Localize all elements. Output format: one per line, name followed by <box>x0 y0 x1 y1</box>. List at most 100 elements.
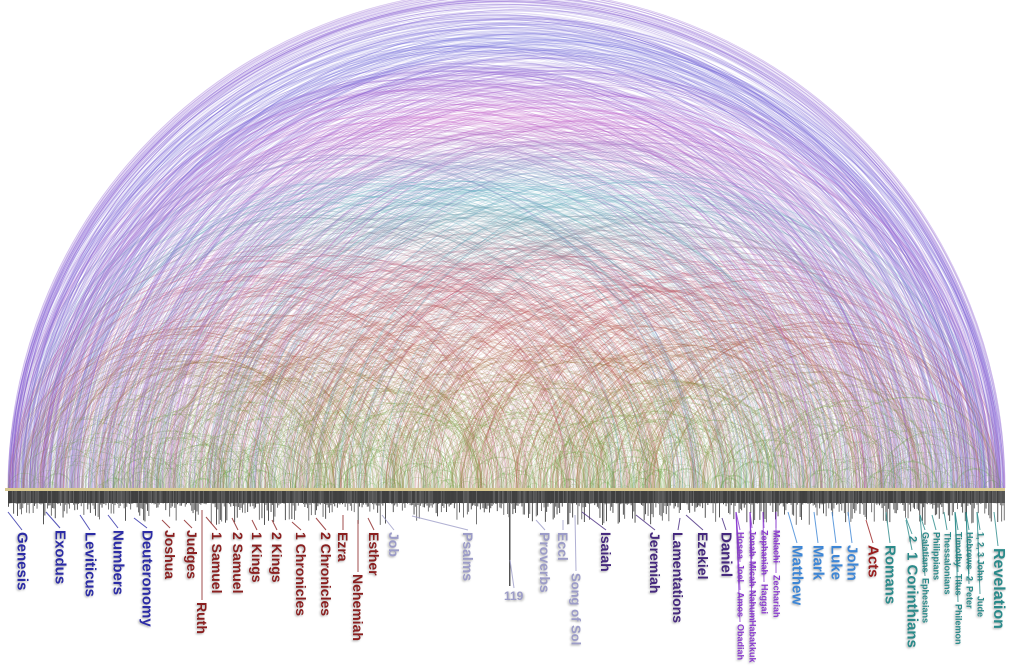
chapter-bar <box>391 491 393 505</box>
cross-reference-arc <box>61 61 915 489</box>
cross-reference-arc <box>768 483 778 489</box>
chapter-bar <box>95 491 96 516</box>
chapter-bar <box>658 491 659 504</box>
chapter-bar <box>802 491 804 505</box>
chapter-bar <box>604 491 606 505</box>
cross-reference-arc <box>102 355 368 489</box>
cross-reference-arc <box>373 242 866 489</box>
cross-reference-arc <box>386 234 894 489</box>
cross-reference-arc <box>142 95 942 489</box>
cross-reference-arc <box>94 78 926 489</box>
cross-reference-arc <box>809 454 877 489</box>
cross-reference-arc <box>522 420 663 489</box>
chapter-bar <box>673 491 675 509</box>
cross-reference-arc <box>39 411 198 489</box>
chapter-bar <box>349 491 351 506</box>
chapter-bar <box>323 491 325 504</box>
chapter-bar <box>277 491 278 508</box>
cross-reference-arc <box>528 264 976 489</box>
book-label-1-chronicles: 1 Chronicles <box>293 532 309 617</box>
cross-reference-arc <box>299 292 690 489</box>
cross-reference-arc <box>221 344 510 489</box>
chapter-bar <box>639 491 641 504</box>
cross-reference-arc <box>242 470 279 489</box>
cross-reference-arc <box>670 396 853 489</box>
chapter-bar <box>119 491 121 506</box>
chapter-bar <box>418 491 420 519</box>
cross-reference-arc <box>85 195 671 489</box>
cross-reference-arc <box>11 5 976 489</box>
cross-reference-arc <box>682 436 786 489</box>
leader-line <box>574 514 577 572</box>
chapter-bar <box>542 491 544 503</box>
cross-reference-arc <box>319 200 895 489</box>
chapter-bar <box>186 491 187 505</box>
cross-reference-arc <box>7 0 1006 489</box>
cross-reference-arc <box>126 216 681 489</box>
chapter-bar <box>565 491 567 503</box>
chapter-bar <box>44 491 46 516</box>
cross-reference-arc <box>480 434 592 489</box>
cross-reference-arc <box>143 67 997 489</box>
cross-reference-arc <box>752 483 763 489</box>
cross-reference-arc <box>172 313 521 489</box>
cross-reference-arc <box>107 163 756 489</box>
chapter-bar <box>378 491 380 506</box>
chapter-bar <box>78 491 80 504</box>
cross-reference-arc <box>696 379 914 489</box>
cross-reference-arc <box>88 170 735 489</box>
chapter-bar <box>559 491 561 513</box>
cross-reference-arc <box>400 265 855 489</box>
cross-reference-arc <box>600 462 652 489</box>
chapter-bar <box>503 491 505 515</box>
cross-reference-arc <box>330 477 351 489</box>
chapter-bar <box>946 491 948 504</box>
chapter-bar <box>45 491 47 503</box>
chapter-bar <box>41 491 43 504</box>
cross-reference-arc <box>240 222 782 489</box>
cross-reference-arc <box>294 453 367 489</box>
chapter-bar <box>570 491 572 504</box>
chapter-bar <box>131 491 133 504</box>
chapter-bar <box>140 491 142 509</box>
chapter-bar <box>106 491 108 504</box>
cross-reference-arc <box>47 42 939 489</box>
cross-reference-arc <box>632 478 652 489</box>
cross-reference-arc <box>522 298 901 489</box>
cross-reference-arc <box>771 382 982 489</box>
chapter-bar <box>178 491 180 504</box>
cross-reference-arc <box>451 279 879 489</box>
chapter-bar <box>997 491 999 522</box>
chapter-bar <box>836 491 837 505</box>
cross-reference-arc <box>103 284 511 489</box>
cross-reference-arc <box>489 274 918 489</box>
chapter-bar <box>723 491 724 505</box>
leader-line <box>291 521 302 531</box>
cross-reference-arc <box>139 123 869 489</box>
chapter-bar <box>63 491 65 512</box>
cross-reference-arc <box>552 466 599 489</box>
chapter-bar <box>291 491 293 519</box>
chapter-bar <box>73 491 74 505</box>
chapter-bar <box>427 491 429 512</box>
chapter-bar <box>144 491 146 522</box>
chapter-bar <box>287 491 289 504</box>
chapter-bar <box>622 491 624 515</box>
cross-reference-arc <box>800 472 831 489</box>
cross-reference-arc <box>178 342 478 489</box>
cross-reference-arc <box>212 144 900 489</box>
cross-reference-arc <box>338 450 414 489</box>
cross-reference-arc <box>586 448 666 489</box>
cross-reference-arc <box>176 448 256 489</box>
cross-reference-arc <box>122 351 396 489</box>
cross-reference-arc <box>523 367 766 489</box>
cross-reference-arc <box>702 346 986 489</box>
cross-reference-arc <box>21 6 984 489</box>
cross-reference-arc <box>150 161 804 489</box>
cross-reference-arc <box>170 216 714 489</box>
cross-reference-arc <box>659 377 880 489</box>
cross-reference-arc <box>305 387 512 489</box>
cross-reference-arc <box>314 480 330 489</box>
cross-reference-arc <box>54 109 823 489</box>
chapter-bar <box>14 491 16 504</box>
